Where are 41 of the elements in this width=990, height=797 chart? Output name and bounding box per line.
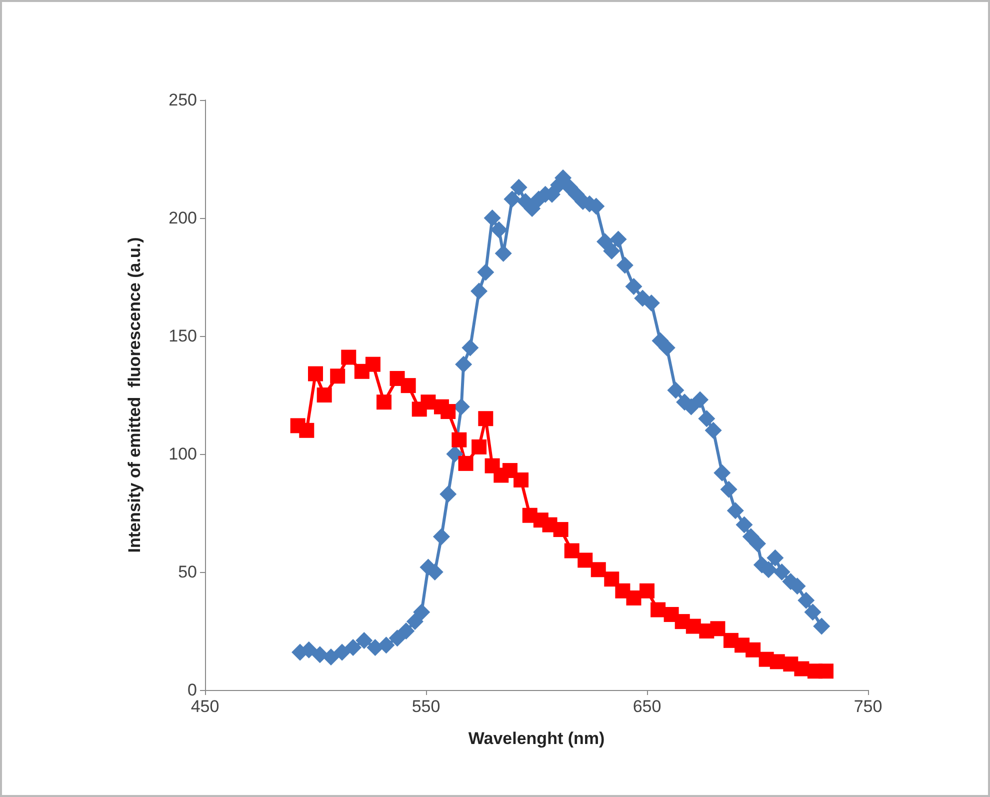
point	[590, 562, 606, 578]
point	[341, 350, 356, 365]
x-tick-label: 550	[412, 697, 440, 716]
point	[650, 602, 666, 618]
point	[440, 404, 456, 420]
point	[746, 642, 761, 658]
point	[478, 411, 494, 426]
y-tick-label: 200	[168, 208, 197, 228]
y-tick-label: 150	[168, 326, 197, 346]
point	[400, 378, 416, 394]
point	[420, 394, 436, 410]
point	[626, 590, 642, 606]
point	[794, 661, 810, 676]
x-axis-title: Wavelenght (nm)	[468, 729, 605, 748]
point	[365, 356, 380, 372]
y-axis-title: Intensity of emitted fluorescence (a.u.)	[125, 237, 144, 553]
point	[710, 621, 726, 636]
y-tick-label: 0	[188, 680, 197, 700]
x-tick-label: 650	[632, 697, 662, 716]
point	[640, 583, 654, 598]
point	[330, 368, 346, 384]
point	[299, 422, 314, 438]
point	[458, 456, 474, 471]
point	[316, 388, 332, 402]
point	[308, 366, 323, 382]
x-tick-label: 450	[190, 697, 220, 716]
point	[472, 439, 487, 454]
point	[553, 522, 568, 538]
point	[376, 394, 392, 410]
y-tick-label: 100	[168, 444, 197, 464]
point	[564, 543, 580, 558]
y-tick-label: 250	[168, 90, 197, 110]
point	[686, 618, 701, 634]
y-tick-label: 50	[178, 562, 197, 582]
point	[578, 552, 593, 568]
point	[514, 472, 529, 488]
point	[502, 463, 518, 478]
point	[452, 432, 467, 448]
point	[818, 664, 834, 679]
point	[604, 572, 620, 587]
x-tick-label: 750	[854, 697, 882, 716]
